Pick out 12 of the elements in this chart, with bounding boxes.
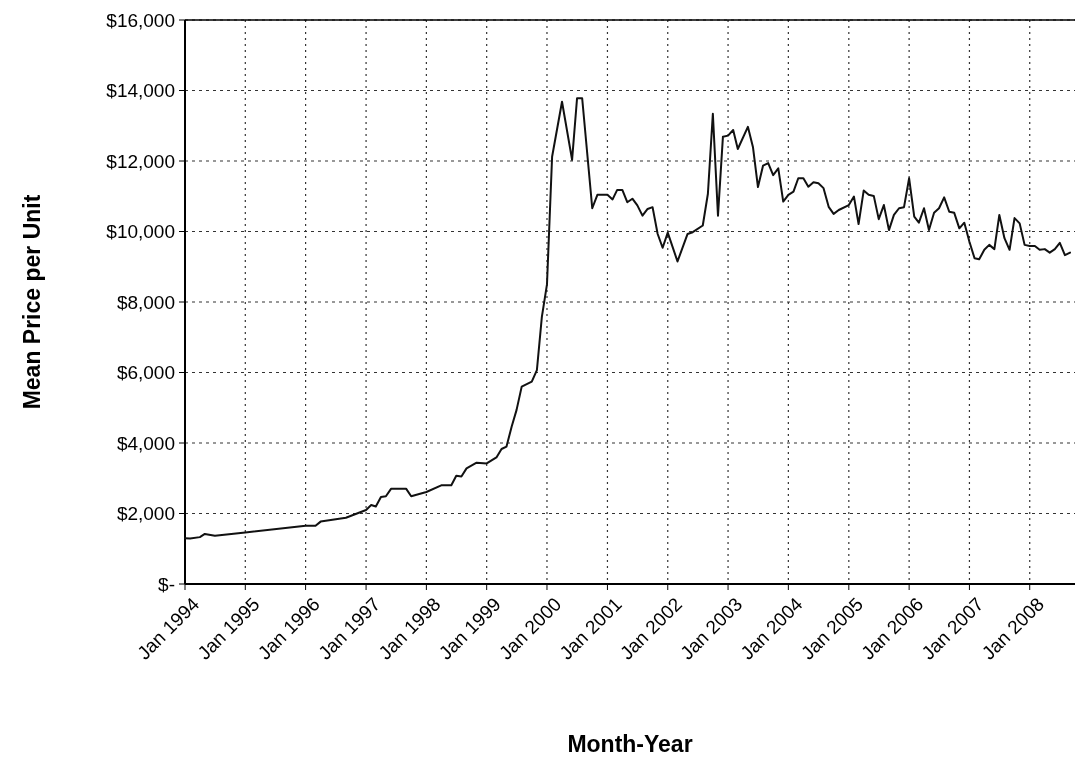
y-tick-label: $8,000: [116, 291, 175, 313]
x-axis-title: Month-Year: [567, 731, 693, 757]
y-tick-label: $12,000: [106, 150, 175, 172]
y-axis-title: Mean Price per Unit: [19, 194, 45, 410]
y-tick-label: $16,000: [106, 9, 175, 31]
y-tick-label: $2,000: [116, 503, 175, 525]
y-tick-label: $6,000: [116, 362, 175, 384]
y-tick-label: $4,000: [116, 432, 175, 454]
y-tick-label: $10,000: [106, 221, 175, 243]
y-tick-label: $14,000: [106, 80, 175, 102]
y-tick-label: $-: [158, 573, 175, 595]
line-series: [184, 97, 1072, 540]
